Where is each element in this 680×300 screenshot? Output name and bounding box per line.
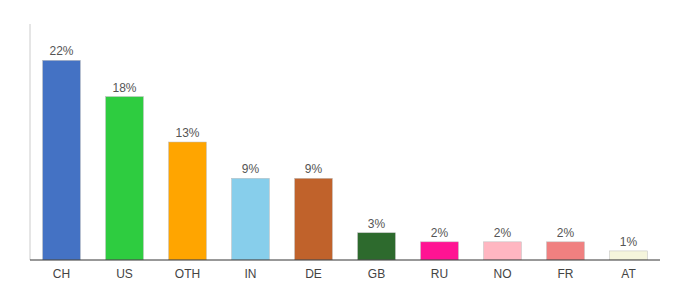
- x-tick-label: US: [116, 267, 133, 281]
- bar: [421, 242, 459, 260]
- data-label: 2%: [431, 226, 449, 240]
- data-label: 2%: [494, 226, 512, 240]
- data-label: 3%: [368, 217, 386, 231]
- x-tick-label: CH: [53, 267, 70, 281]
- bar: [232, 178, 270, 260]
- x-tick-label: AT: [621, 267, 636, 281]
- x-tick-label: NO: [494, 267, 512, 281]
- x-tick-label: GB: [368, 267, 385, 281]
- x-tick-label: IN: [245, 267, 257, 281]
- data-label: 9%: [242, 162, 260, 176]
- x-tick-label: FR: [558, 267, 574, 281]
- bar: [358, 233, 396, 260]
- data-label: 9%: [305, 162, 323, 176]
- bar: [106, 97, 144, 260]
- bar: [610, 251, 648, 260]
- data-label: 2%: [557, 226, 575, 240]
- x-axis-line: [30, 260, 660, 261]
- bar: [169, 142, 207, 260]
- x-tick-label: DE: [305, 267, 322, 281]
- data-label: 1%: [620, 235, 638, 249]
- x-tick-label: OTH: [175, 267, 200, 281]
- bar: [43, 60, 81, 260]
- bar: [295, 178, 333, 260]
- chart-svg: CH US OTH IN DE GB RU NO FR AT 22% 18% 13% 9% 9% 3% 2% 2%…: [0, 0, 680, 300]
- bars: [43, 60, 648, 260]
- y-axis-line: [30, 24, 31, 260]
- bar: [547, 242, 585, 260]
- bar: [484, 242, 522, 260]
- chart-container: CH US OTH IN DE GB RU NO FR AT 22% 18% 13% 9% 9% 3% 2% 2%…: [0, 0, 680, 300]
- data-label: 13%: [175, 126, 199, 140]
- data-label: 18%: [112, 81, 136, 95]
- data-label: 22%: [49, 44, 73, 58]
- x-tick-label: RU: [431, 267, 448, 281]
